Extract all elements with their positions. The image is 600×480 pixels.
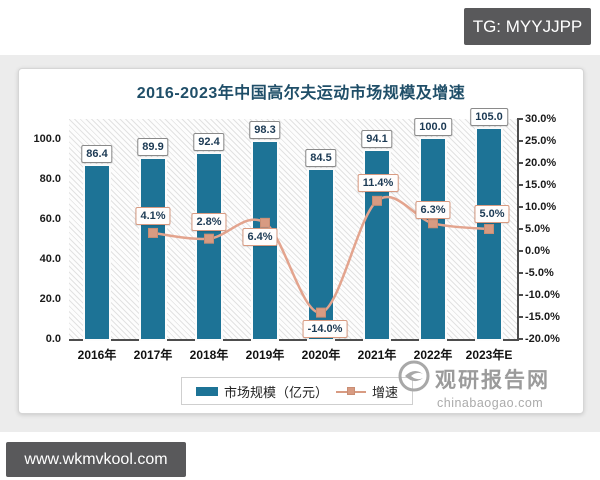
y-axis-tick-right: 20.0% [525, 157, 557, 169]
growth-label: 5.0% [474, 205, 510, 223]
x-axis-line [69, 339, 519, 341]
bar-value-label: 84.5 [305, 149, 337, 167]
website-url-badge: www.wkmvkool.com [6, 442, 186, 477]
right-axis-tick-mark [517, 250, 523, 252]
right-axis-tick-mark [517, 206, 523, 208]
x-axis-label: 2018年 [189, 348, 229, 362]
bar [197, 154, 221, 339]
growth-label: 6.4% [242, 227, 278, 246]
x-axis-label: 2022年 [413, 348, 453, 362]
y-axis-tick-right: 5.0% [525, 223, 551, 235]
right-axis-tick-mark [517, 228, 523, 230]
growth-label: 11.4% [357, 173, 399, 192]
x-axis-label: 2023年E [465, 348, 513, 362]
y-axis-tick-left: 100.0 [33, 133, 61, 145]
growth-label: -14.0% [302, 319, 348, 338]
y-axis-tick-left: 60.0 [39, 213, 61, 225]
y-axis-tick-right: -15.0% [525, 311, 560, 323]
line-series-swatch-icon [336, 387, 366, 396]
growth-label: 4.1% [135, 206, 171, 225]
growth-marker [428, 218, 438, 229]
growth-marker [204, 233, 214, 244]
watermark-site-name: 观研报告网 [435, 368, 550, 392]
y-axis-tick-left: 40.0 [39, 253, 61, 265]
y-axis-tick-right: 30.0% [525, 113, 557, 125]
right-axis-tick-mark [517, 294, 523, 296]
growth-marker [316, 307, 326, 318]
growth-label: 6.3% [415, 201, 451, 220]
right-axis-tick-mark [517, 272, 523, 274]
bar [85, 166, 109, 339]
bar-value-label: 89.9 [137, 138, 169, 157]
right-axis-tick-mark [517, 140, 523, 142]
legend-label-growth: 增速 [372, 384, 399, 400]
watermark: 观研报告网 chinabaogao.com [397, 359, 550, 410]
right-axis-tick-mark [517, 118, 523, 120]
y-axis-tick-left: 80.0 [39, 173, 61, 185]
right-axis-tick-mark [517, 162, 523, 164]
bar-value-label: 94.1 [361, 129, 393, 148]
growth-marker [372, 195, 382, 206]
growth-marker [484, 224, 494, 234]
y-axis-tick-right: 25.0% [525, 135, 557, 147]
y-axis-tick-right: 0.0% [525, 245, 551, 257]
x-axis-label: 2019年 [245, 348, 285, 362]
tg-contact-badge: TG: MYYJJPP [464, 8, 591, 45]
legend-item-market-size: 市场规模（亿元） [195, 382, 328, 401]
bar-value-label: 98.3 [249, 121, 281, 140]
y-axis-tick-right: 10.0% [525, 201, 557, 213]
legend-item-growth: 增速 [336, 382, 398, 401]
chart-title: 2016-2023年中国高尔夫运动市场规模及增速 [136, 85, 466, 102]
y-axis-tick-right: -20.0% [525, 333, 560, 345]
chart-card: 2016-2023年中国高尔夫运动市场规模及增速 0.0 20.0 40.0 60.0… [18, 68, 584, 414]
x-axis-label: 2017年 [133, 348, 173, 362]
bar [141, 159, 165, 339]
legend-label-market-size: 市场规模（亿元） [223, 384, 328, 400]
bar-value-label: 105.0 [470, 108, 508, 126]
x-axis-label: 2016年 [77, 348, 117, 362]
bar-value-label: 86.4 [81, 145, 113, 164]
chinabaogao-logo-icon [397, 359, 431, 398]
bar [421, 139, 445, 339]
y-axis-tick-right: -10.0% [525, 289, 560, 301]
growth-label: 2.8% [191, 212, 227, 231]
plot-layer: 0.0 20.0 40.0 60.0 80.0 100.0 30.0% 25.0% 20.0% 1… [19, 69, 583, 413]
chart-legend: 市场规模（亿元） 增速 [181, 377, 413, 405]
y-axis-tick-left: 0.0 [45, 333, 61, 345]
right-axis-tick-mark [517, 184, 523, 186]
growth-marker [148, 227, 158, 238]
right-axis-tick-mark [517, 338, 523, 340]
bar-value-label: 100.0 [414, 118, 452, 136]
y-axis-tick-right: -5.0% [525, 267, 554, 279]
growth-line-series [148, 195, 494, 318]
growth-marker [260, 217, 270, 228]
y-axis-tick-right: 15.0% [525, 179, 557, 191]
y-axis-tick-left: 20.0 [39, 293, 61, 305]
x-axis-label: 2020年 [301, 348, 341, 362]
bar-value-label: 92.4 [193, 133, 225, 152]
right-axis-tick-mark [517, 316, 523, 318]
watermark-site-url: chinabaogao.com [437, 396, 544, 410]
bar-series-swatch-icon [195, 386, 218, 396]
x-axis-label: 2021年 [357, 348, 397, 362]
